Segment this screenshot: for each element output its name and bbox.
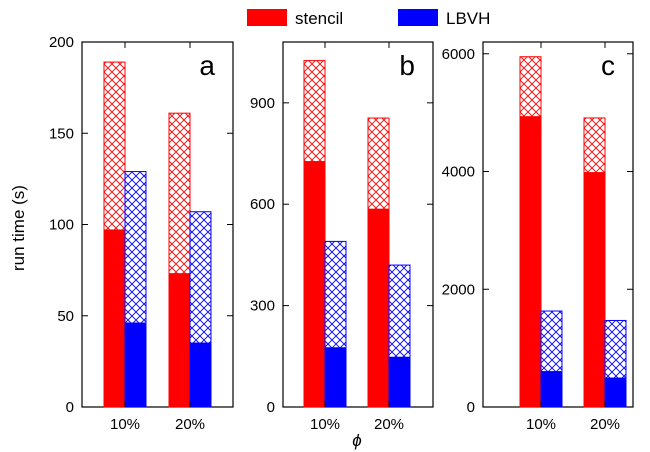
bar-stencil-solid xyxy=(519,116,542,408)
x-tick-label: 10% xyxy=(310,416,340,433)
bar-stencil-solid xyxy=(303,161,326,408)
bar-lbvh-hatched xyxy=(189,211,212,344)
y-tick-label: 6000 xyxy=(442,46,475,63)
bar-lbvh-solid xyxy=(189,342,212,408)
panel-c: 0 2000 4000 6000 10% 20% c xyxy=(442,41,634,433)
y-axis-label: run time (s) xyxy=(9,185,28,271)
x-tick-label: 10% xyxy=(110,416,140,433)
y-tick-label: 200 xyxy=(49,34,74,51)
bar-stencil-hatched xyxy=(519,56,542,118)
legend: stencil LBVH xyxy=(247,9,490,28)
bar-lbvh-hatched xyxy=(604,319,627,379)
y-tick-label: 600 xyxy=(250,196,275,213)
legend-label-lbvh: LBVH xyxy=(446,9,490,28)
bar-lbvh-solid xyxy=(540,371,563,408)
bar-stencil-solid xyxy=(583,172,606,408)
panel-letter: b xyxy=(399,50,415,81)
bar-lbvh-solid xyxy=(124,322,147,408)
bar-lbvh-hatched xyxy=(124,171,147,324)
panel-b: 0 300 600 900 10% 20% b xyxy=(250,41,434,433)
bar-lbvh-solid xyxy=(324,347,347,408)
y-tick-label: 100 xyxy=(49,217,74,234)
y-tick-label: 300 xyxy=(250,298,275,315)
panel-a: 0 50 100 150 200 10% 20% a xyxy=(49,34,234,433)
bar-lbvh-hatched xyxy=(540,310,563,373)
bar-lbvh-solid xyxy=(388,356,411,408)
y-tick-label: 0 xyxy=(66,399,74,416)
bar-lbvh-solid xyxy=(604,377,627,408)
bar-stencil-hatched xyxy=(367,117,390,210)
bar-lbvh-hatched xyxy=(324,240,347,349)
bar-stencil-solid xyxy=(168,273,191,408)
x-tick-label: 10% xyxy=(526,416,556,433)
x-tick-label: 20% xyxy=(590,416,620,433)
y-tick-label: 2000 xyxy=(442,281,475,298)
bar-lbvh-hatched xyxy=(388,264,411,358)
y-tick-label: 0 xyxy=(267,399,275,416)
bar-stencil-solid xyxy=(103,229,126,408)
bar-stencil-solid xyxy=(367,208,390,408)
bar-stencil-hatched xyxy=(303,60,326,163)
bar-stencil-hatched xyxy=(168,112,191,275)
legend-swatch-lbvh xyxy=(398,9,438,26)
y-tick-label: 900 xyxy=(250,95,275,112)
y-tick-label: 150 xyxy=(49,125,74,142)
legend-label-stencil: stencil xyxy=(295,9,343,28)
x-tick-label: 20% xyxy=(374,416,404,433)
x-axis-label: ϕ xyxy=(352,431,361,450)
legend-swatch-stencil xyxy=(247,9,287,26)
y-tick-label: 50 xyxy=(57,308,74,325)
y-tick-label: 0 xyxy=(467,399,475,416)
plot-frame xyxy=(282,41,434,408)
panel-letter: a xyxy=(199,50,215,81)
bar-stencil-hatched xyxy=(583,117,606,174)
bar-stencil-hatched xyxy=(103,61,126,231)
panel-letter: c xyxy=(601,50,615,81)
y-tick-label: 4000 xyxy=(442,164,475,181)
x-tick-label: 20% xyxy=(175,416,205,433)
